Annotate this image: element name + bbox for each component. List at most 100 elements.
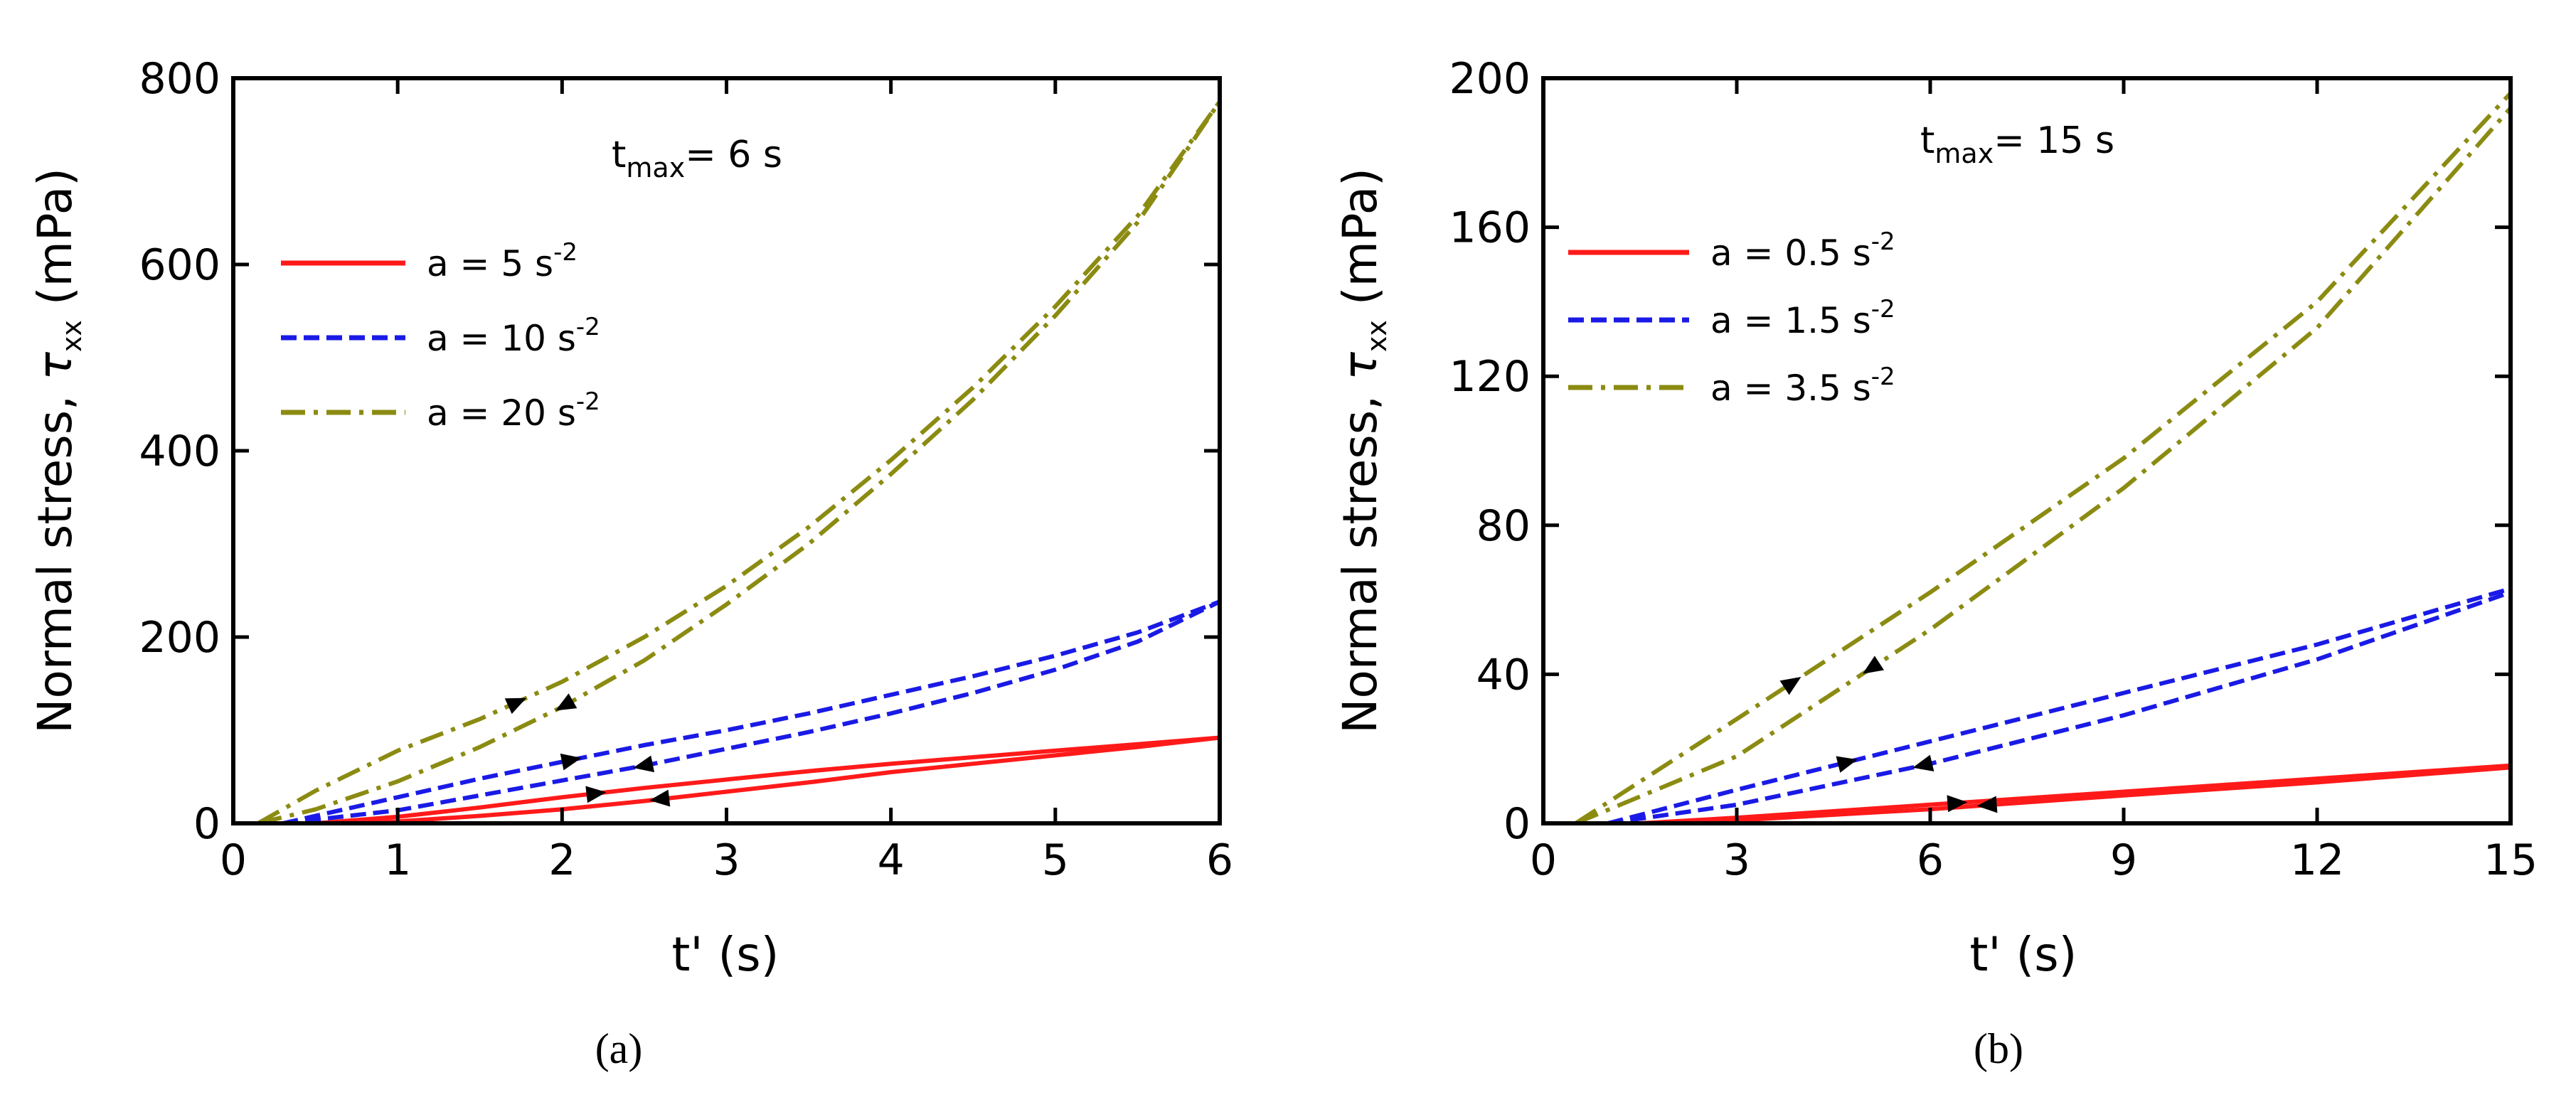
tmax-symbol: t (1920, 119, 1934, 162)
y-tick-label: 800 (139, 54, 220, 104)
direction-arrow-up (504, 697, 527, 715)
y-axis-label-subscript: xx (56, 320, 87, 352)
direction-arrow-down (649, 789, 671, 807)
tmax-value: = 6 s (685, 134, 782, 176)
series-line-down (1575, 106, 2513, 825)
chart-panel-a: 0 1 2 3 4 5 6 0 200 400 600 800 t' (s) Normal stress,… (28, 54, 1233, 1072)
legend: a = 0.5 s-2a = 1.5 s-2a = 3.5 s-2 (1568, 228, 1895, 409)
y-tick-label: 160 (1449, 203, 1531, 253)
x-tick-label: 9 (2110, 835, 2137, 885)
direction-arrow-up (1779, 677, 1801, 695)
legend-entry-text: a = 20 s (427, 392, 576, 434)
y-axis-label-symbol: τ (1333, 351, 1388, 380)
y-tick-label: 400 (139, 427, 220, 476)
legend-entry-superscript: -2 (576, 387, 600, 416)
series-line-up (315, 735, 1220, 825)
legend-entry-superscript: -2 (1871, 363, 1895, 391)
direction-arrow-up (1836, 756, 1858, 773)
legend-entry-superscript: -2 (553, 238, 578, 267)
x-tick-label: 12 (2290, 835, 2344, 885)
y-tick-label: 120 (1449, 352, 1531, 402)
y-tick-label: 600 (139, 240, 220, 290)
y-axis-label-symbol: τ (28, 351, 83, 380)
y-axis-label: Normal stress, τxx (mPa) (1333, 168, 1393, 734)
y-tick-label: 40 (1476, 650, 1531, 700)
y-tick-label: 200 (139, 613, 220, 663)
legend-entry-superscript: -2 (1871, 228, 1895, 256)
x-axis-label: t' (s) (1970, 927, 2077, 982)
x-tick-label: 4 (878, 835, 905, 885)
x-axis-label: t' (s) (672, 927, 779, 982)
legend-entry-superscript: -2 (576, 313, 600, 341)
series-line-down (282, 599, 1221, 825)
legend-entry-label: a = 0.5 s-2 (1710, 228, 1895, 274)
x-tick-label: 5 (1042, 835, 1069, 885)
plot-frame (1541, 76, 2513, 825)
y-axis-label-text: Normal stress, (1333, 380, 1388, 734)
x-tick-label: 6 (1206, 835, 1233, 885)
direction-arrow-up (585, 786, 607, 803)
legend-entry-text: a = 0.5 s (1710, 232, 1871, 274)
x-tick-label: 15 (2484, 835, 2538, 885)
series-red (315, 735, 1220, 825)
tmax-annotation: tmax= 6 s (612, 134, 782, 183)
chart-panel-b: 0 3 6 9 12 15 0 40 80 120 160 200 t' (s) Normal stres… (1333, 54, 2538, 1072)
tmax-subscript: max (626, 152, 685, 183)
plot-frame (231, 76, 1222, 825)
series-line-up (1639, 763, 2511, 825)
y-axis-label: Normal stress, τxx (mPa) (28, 168, 87, 734)
x-tick-label: 3 (713, 835, 740, 885)
y-tick-label: 200 (1449, 54, 1531, 104)
y-tick-label: 0 (1503, 799, 1531, 849)
y-axis-label-unit: (mPa) (1333, 168, 1388, 320)
direction-arrow-down (1863, 656, 1885, 674)
x-tick-label: 6 (1917, 835, 1944, 885)
tmax-symbol: t (612, 134, 626, 176)
legend-entry-text: a = 5 s (427, 243, 553, 284)
series-line-down (257, 100, 1222, 825)
series-line-down (1639, 765, 2511, 825)
legend-entry-label: a = 3.5 s-2 (1710, 363, 1895, 409)
series-line-down (1607, 590, 2511, 825)
direction-arrow-up (560, 753, 582, 771)
y-axis-label-subscript: xx (1361, 320, 1393, 352)
panel-caption: (b) (1974, 1025, 2023, 1072)
x-tick-label: 2 (548, 835, 575, 885)
y-axis-label-unit: (mPa) (28, 168, 83, 320)
x-tick-label: 0 (220, 835, 247, 885)
x-tick-label: 1 (384, 835, 411, 885)
legend-entry-label: a = 5 s-2 (427, 238, 578, 284)
series-olive (1574, 91, 2513, 825)
legend-entry-text: a = 10 s (427, 318, 576, 359)
series-line-down (315, 735, 1220, 825)
x-tick-label: 0 (1530, 835, 1557, 885)
series-red (1639, 763, 2511, 825)
legend-entry-label: a = 10 s-2 (427, 313, 600, 359)
legend-entry-label: a = 20 s-2 (427, 387, 600, 434)
legend-entry-text: a = 1.5 s (1710, 300, 1871, 341)
series-olive (257, 100, 1222, 825)
y-tick-label: 80 (1476, 501, 1531, 551)
series-line-up (1607, 587, 2511, 825)
x-tick-label: 3 (1723, 835, 1750, 885)
series-blue (282, 599, 1221, 825)
series-line-up (1574, 91, 2513, 825)
panel-caption: (a) (595, 1025, 643, 1072)
series-line-up (282, 599, 1221, 825)
direction-arrow-down (555, 693, 578, 711)
series-line-up (257, 100, 1222, 825)
y-axis-label-text: Normal stress, (28, 380, 83, 734)
series-blue (1607, 587, 2511, 825)
legend: a = 5 s-2a = 10 s-2a = 20 s-2 (281, 238, 600, 434)
tmax-subscript: max (1934, 138, 1994, 169)
legend-entry-superscript: -2 (1871, 295, 1895, 324)
y-tick-label: 0 (193, 799, 220, 849)
tmax-annotation: tmax= 15 s (1920, 119, 2114, 169)
legend-entry-label: a = 1.5 s-2 (1710, 295, 1895, 341)
direction-arrow-down (1976, 796, 1998, 813)
direction-arrow-down (633, 755, 655, 773)
tmax-value: = 15 s (1994, 119, 2114, 162)
direction-arrow-down (1912, 754, 1934, 771)
legend-entry-text: a = 3.5 s (1710, 368, 1871, 409)
